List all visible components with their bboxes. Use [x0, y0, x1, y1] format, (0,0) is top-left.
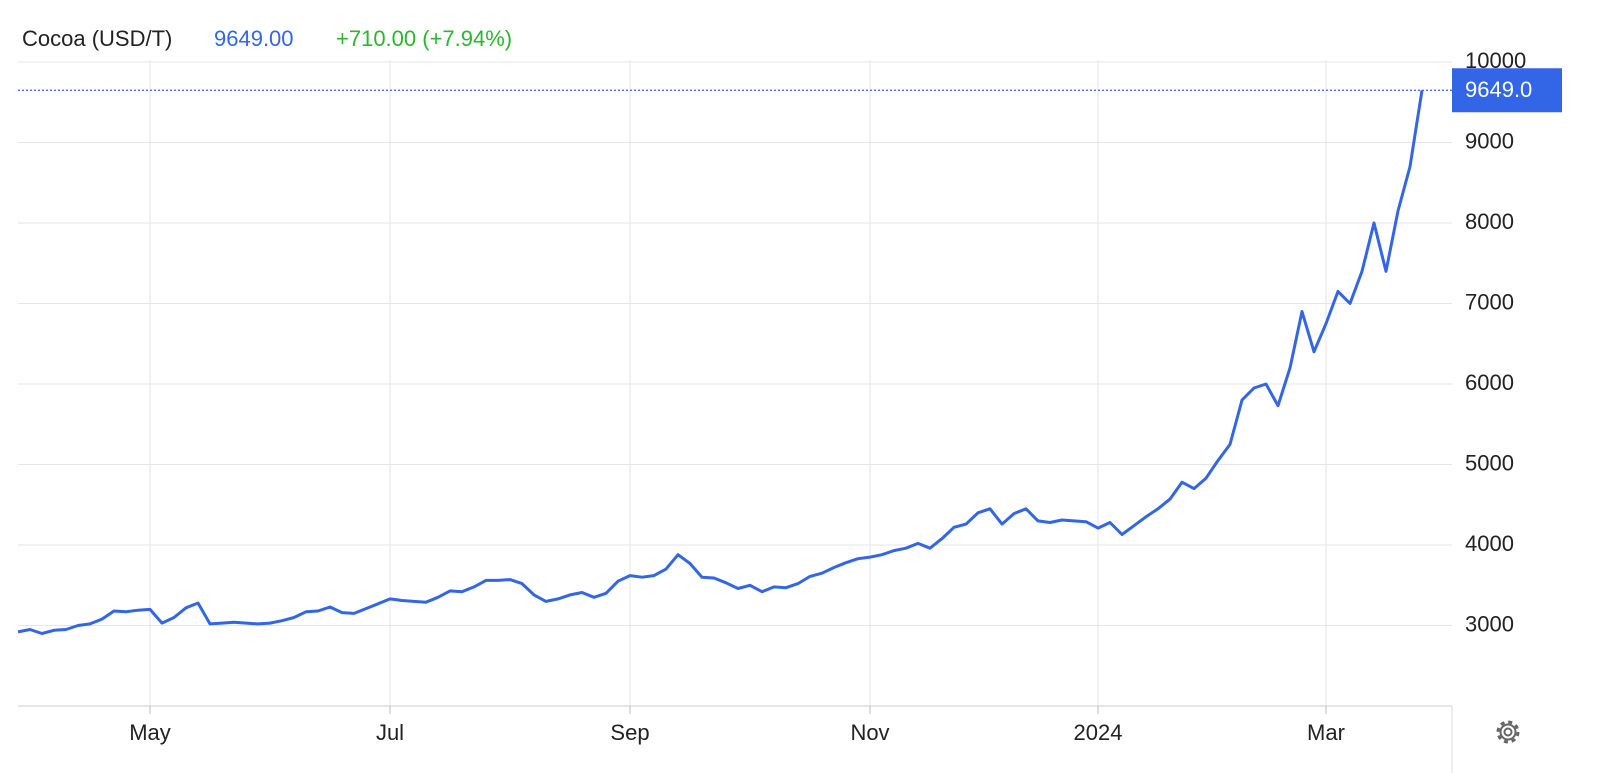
settings-icon[interactable]: [1496, 720, 1520, 744]
y-tick-label: 3000: [1465, 611, 1514, 636]
last-value-tag: [1452, 68, 1562, 113]
x-tick-label: Nov: [850, 720, 889, 745]
price: 9649.00: [214, 26, 294, 51]
y-tick-label: 4000: [1465, 531, 1514, 556]
y-tick-label: 8000: [1465, 209, 1514, 234]
x-tick-label: Sep: [610, 720, 649, 745]
y-tick-label: 6000: [1465, 370, 1514, 395]
x-tick-label: Jul: [376, 720, 404, 745]
y-tick-label: 7000: [1465, 289, 1514, 314]
x-tick-label: Mar: [1307, 720, 1345, 745]
price-line: [17, 90, 1424, 635]
change: +710.00 (+7.94%): [336, 26, 512, 51]
last-value-label: 9649.0: [1465, 77, 1532, 102]
chart-title: Cocoa (USD/T): [22, 26, 172, 51]
x-tick-label: May: [129, 720, 171, 745]
x-tick-label: 2024: [1074, 720, 1123, 745]
y-tick-label: 5000: [1465, 450, 1514, 475]
y-tick-label: 9000: [1465, 128, 1514, 153]
